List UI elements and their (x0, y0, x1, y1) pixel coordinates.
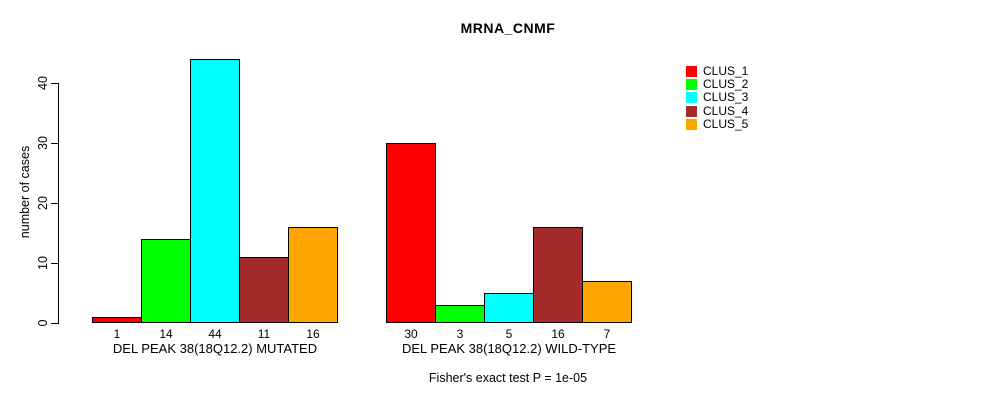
bar-value-label: 16 (551, 327, 565, 341)
x-group-label: DEL PEAK 38(18Q12.2) WILD-TYPE (401, 341, 617, 356)
bar (484, 293, 534, 323)
bar (435, 305, 485, 323)
bar-value-label: 1 (113, 327, 121, 341)
y-tick (51, 263, 58, 264)
y-tick (51, 83, 58, 84)
legend-swatch (686, 66, 697, 78)
y-axis-line (58, 83, 59, 324)
bar (386, 143, 436, 323)
bar-value-label: 7 (603, 327, 611, 341)
y-tick-label: 30 (36, 136, 50, 150)
y-axis-label: number of cases (18, 145, 32, 239)
bar (239, 257, 289, 323)
bar (582, 281, 632, 323)
bar-value-label: 30 (404, 327, 418, 341)
bar-value-label: 44 (208, 327, 222, 341)
bar-value-label: 5 (505, 327, 513, 341)
legend-item-label: CLUS_2 (703, 77, 749, 92)
legend-item-label: CLUS_1 (703, 64, 749, 79)
legend-swatch (686, 105, 697, 117)
y-tick-label: 20 (36, 196, 50, 210)
chart-title: MRNA_CNMF (460, 20, 556, 36)
bar (92, 317, 142, 323)
x-group-label: DEL PEAK 38(18Q12.2) MUTATED (112, 341, 318, 356)
legend-swatch (686, 79, 697, 91)
y-tick-label: 0 (36, 319, 50, 327)
legend-item-label: CLUS_5 (703, 116, 749, 131)
legend-row: CLUS_4 (686, 105, 748, 118)
legend-swatch (686, 118, 697, 130)
bar (533, 227, 583, 323)
bar-value-label: 14 (159, 327, 173, 341)
bar (190, 59, 240, 323)
bar-value-label: 11 (257, 327, 271, 341)
bar (288, 227, 338, 323)
bar (141, 239, 191, 323)
legend-row: CLUS_1 (686, 65, 748, 78)
y-tick-label: 40 (36, 76, 50, 90)
bar-value-label: 3 (456, 327, 464, 341)
y-tick (51, 323, 58, 324)
legend-item-label: CLUS_4 (703, 103, 749, 118)
bar-value-label: 16 (306, 327, 320, 341)
footer-note: Fisher's exact test P = 1e-05 (428, 371, 588, 385)
legend: CLUS_1 CLUS_2 CLUS_3 CLUS_4 CLUS_5 (686, 65, 748, 131)
y-tick (51, 143, 58, 144)
legend-row: CLUS_3 (686, 91, 748, 104)
y-tick-label: 10 (36, 256, 50, 270)
legend-swatch (686, 92, 697, 104)
legend-row: CLUS_2 (686, 78, 748, 91)
legend-item-label: CLUS_3 (703, 90, 749, 105)
y-tick (51, 203, 58, 204)
legend-row: CLUS_5 (686, 118, 748, 131)
